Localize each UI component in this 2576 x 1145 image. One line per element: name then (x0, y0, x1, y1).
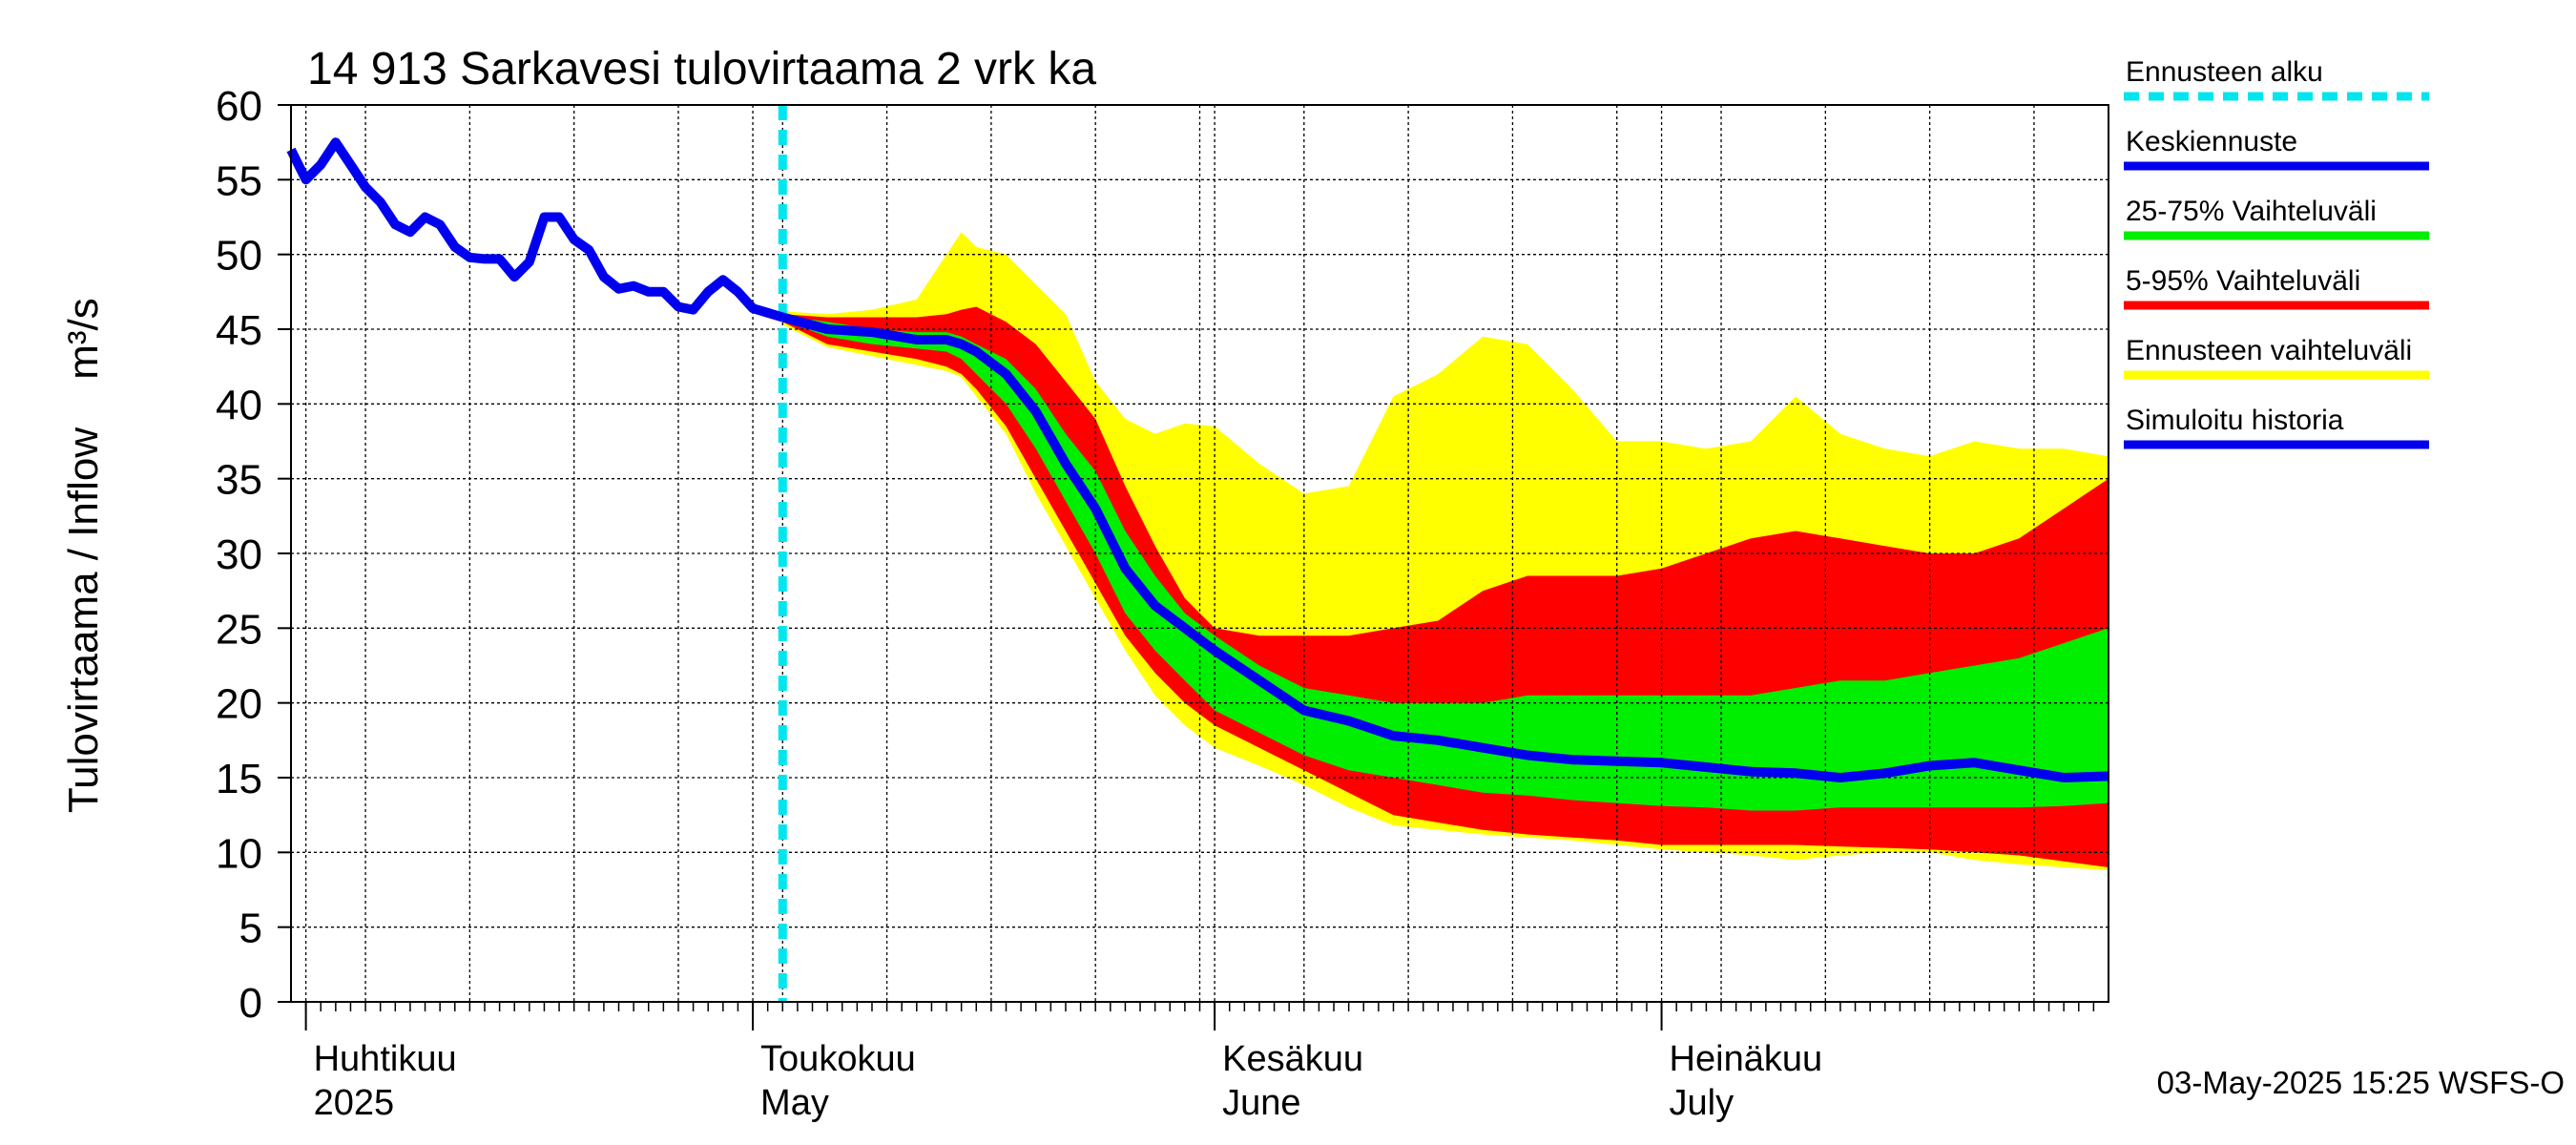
y-tick-label: 60 (216, 83, 262, 130)
legend-item-label: Ennusteen vaihteluväli (2126, 335, 2412, 366)
timestamp-label: 03-May-2025 15:25 WSFS-O (2157, 1065, 2565, 1100)
x-month-label-en: 2025 (314, 1083, 395, 1123)
band-layer (782, 232, 2109, 871)
x-month-label-en: May (760, 1083, 829, 1123)
x-month-label-fi: Toukokuu (760, 1039, 916, 1079)
y-tick-label: 10 (216, 830, 262, 877)
y-axis-label: Tulovirtaama / Inflow (60, 427, 107, 814)
median-forecast-line (781, 312, 2109, 782)
x-month-label-fi: Heinäkuu (1670, 1039, 1823, 1079)
y-tick-label: 5 (239, 906, 262, 952)
legend-item-label: 25-75% Vaihteluväli (2126, 196, 2377, 227)
y-tick-label: 50 (216, 233, 262, 280)
legend-item-label: Ennusteen alku (2126, 56, 2323, 88)
legend: Ennusteen alku Keskiennuste 25-75% Vaihtel… (2124, 56, 2429, 449)
y-tick-label: 25 (216, 606, 262, 653)
history-line (286, 137, 784, 323)
legend-item-label: Simuloitu historia (2126, 405, 2344, 436)
y-tick-label: 45 (216, 307, 262, 354)
x-month-label-en: June (1222, 1083, 1300, 1123)
x-month-label-fi: Huhtikuu (314, 1039, 457, 1079)
y-tick-label: 0 (239, 980, 262, 1027)
y-tick-label: 30 (216, 531, 262, 578)
legend-item-label: Keskiennuste (2126, 126, 2297, 157)
axis-layer: Huhtikuu2025ToukokuuMayKesäkuuJuneHeinäk… (216, 83, 2109, 1123)
y-tick-label: 55 (216, 157, 262, 204)
line-layer (286, 105, 2109, 1002)
y-axis-unit: m³/s (60, 298, 107, 380)
x-month-label-en: July (1670, 1083, 1735, 1123)
y-tick-label: 35 (216, 457, 262, 504)
x-month-label-fi: Kesäkuu (1222, 1039, 1363, 1079)
y-tick-label: 40 (216, 382, 262, 428)
chart-title: 14 913 Sarkavesi tulovirtaama 2 vrk ka (307, 44, 1096, 94)
legend-item-label: 5-95% Vaihteluväli (2126, 265, 2360, 297)
y-tick-label: 20 (216, 681, 262, 728)
y-tick-label: 15 (216, 756, 262, 802)
